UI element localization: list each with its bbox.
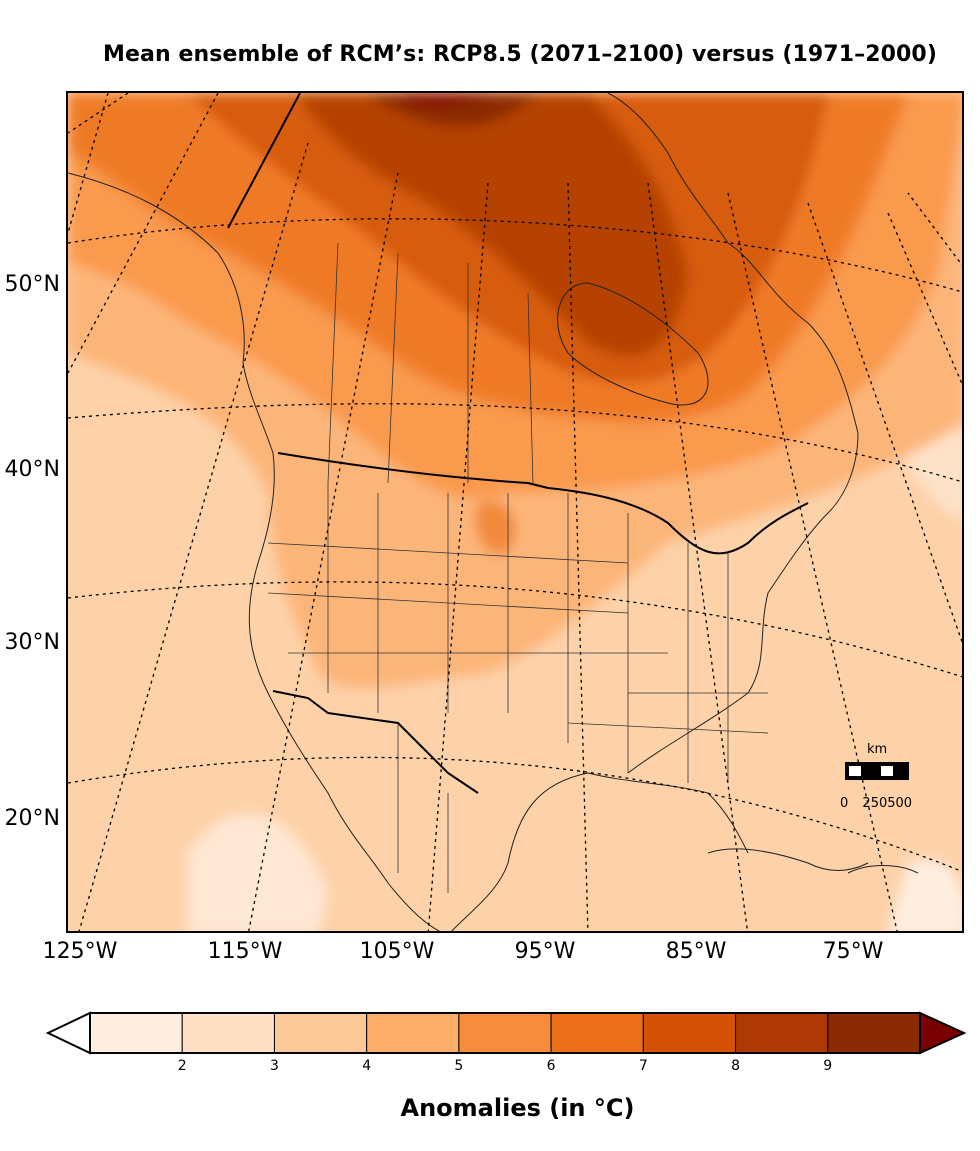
colorbar bbox=[0, 1010, 980, 1060]
colorbar-bin bbox=[182, 1013, 274, 1053]
colorbar-under-triangle bbox=[48, 1013, 90, 1053]
colorbar-bin bbox=[459, 1013, 551, 1053]
colorbar-tick-label: 6 bbox=[536, 1058, 566, 1074]
colorbar-bin bbox=[643, 1013, 735, 1053]
lat-label-40: 40°N bbox=[5, 457, 60, 482]
scale-unit: km bbox=[867, 742, 887, 757]
colorbar-tick-label: 8 bbox=[721, 1058, 751, 1074]
lat-label-20: 20°N bbox=[5, 806, 60, 831]
colorbar-tick-label: 2 bbox=[167, 1058, 197, 1074]
colorbar-tick-label: 3 bbox=[259, 1058, 289, 1074]
map-title: Mean ensemble of RCM’s: RCP8.5 (2071–210… bbox=[0, 42, 980, 67]
colorbar-tick-label: 7 bbox=[628, 1058, 658, 1074]
anomaly-fill bbox=[68, 93, 964, 933]
colorbar-tick-label: 5 bbox=[444, 1058, 474, 1074]
colorbar-bin bbox=[274, 1013, 366, 1053]
scale-bar-graphic bbox=[844, 760, 914, 784]
scale-tick-250: 250 bbox=[862, 796, 887, 811]
lat-label-50: 50°N bbox=[5, 272, 60, 297]
scale-ticks: 0 250500 bbox=[840, 796, 912, 811]
colorbar-over-triangle bbox=[920, 1013, 964, 1053]
colorbar-bin bbox=[736, 1013, 828, 1053]
lon-label-125w: 125°W bbox=[35, 939, 125, 964]
colorbar-bin bbox=[90, 1013, 182, 1053]
map-canvas bbox=[68, 93, 964, 933]
colorbar-bin bbox=[367, 1013, 459, 1053]
lon-label-75w: 75°W bbox=[808, 939, 898, 964]
lon-label-85w: 85°W bbox=[651, 939, 741, 964]
colorbar-tick-label: 9 bbox=[813, 1058, 843, 1074]
lat-label-30: 30°N bbox=[5, 630, 60, 655]
scale-tick-500: 500 bbox=[887, 796, 912, 811]
scale-bar: km 0 250500 bbox=[840, 742, 920, 812]
colorbar-tick-label: 4 bbox=[352, 1058, 382, 1074]
lon-label-95w: 95°W bbox=[500, 939, 590, 964]
anomaly-map: km 0 250500 bbox=[66, 91, 964, 933]
lon-label-105w: 105°W bbox=[352, 939, 442, 964]
colorbar-bin bbox=[828, 1013, 920, 1053]
colorbar-bin bbox=[551, 1013, 643, 1053]
scale-tick-0: 0 bbox=[840, 796, 848, 811]
colorbar-title: Anomalies (in °C) bbox=[0, 1094, 980, 1122]
lon-label-115w: 115°W bbox=[200, 939, 290, 964]
